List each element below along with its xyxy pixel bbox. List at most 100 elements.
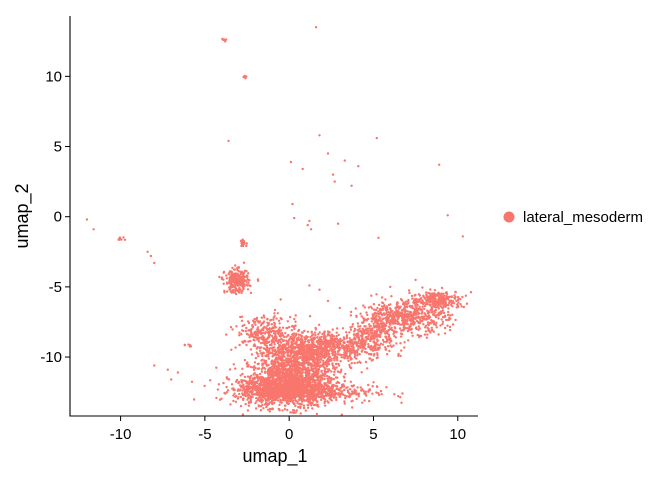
data-point-cluster-3: [288, 360, 291, 363]
data-point-cluster-1: [367, 383, 370, 387]
data-point-cluster-8: [349, 328, 353, 331]
data-point-cluster-4: [267, 335, 270, 338]
data-point-cluster-7: [407, 298, 410, 302]
data-point-cluster-5: [355, 342, 358, 346]
data-point-cluster-1: [380, 393, 383, 396]
data-point-cluster-8: [361, 342, 364, 345]
data-point-cluster-8: [366, 327, 369, 330]
data-point-cluster-2: [256, 379, 260, 382]
data-point-cluster-5: [399, 354, 402, 358]
data-point-cluster-2: [254, 389, 257, 392]
data-point-cluster-0: [317, 405, 320, 408]
data-point-cluster-2: [278, 403, 281, 407]
data-point-cluster-6: [377, 303, 381, 307]
data-point-cluster-2: [261, 392, 264, 395]
data-point-cluster-3: [313, 361, 316, 364]
data-point-cluster-3: [319, 361, 322, 364]
data-point-cluster-3: [286, 369, 289, 372]
data-point-cluster-6: [407, 339, 410, 342]
data-point-cluster-6: [411, 334, 414, 337]
data-point-cluster-8: [353, 330, 356, 333]
data-point-cluster-7: [459, 303, 462, 306]
data-point-cluster-3: [274, 357, 278, 361]
data-point-cluster-6: [382, 312, 386, 315]
data-point-cluster-9: [233, 281, 237, 285]
data-point-cluster-9: [225, 277, 229, 280]
data-point-cluster-5: [348, 355, 352, 358]
data-point-cluster-9: [225, 274, 228, 277]
data-point-cluster-1: [343, 400, 346, 403]
data-point-cluster-4: [230, 348, 233, 351]
data-point-cluster-5: [388, 341, 391, 344]
data-point-cluster-3: [264, 348, 268, 352]
data-point-cluster-7: [414, 304, 417, 307]
data-point-cluster-2: [253, 376, 257, 380]
data-point-cluster-0: [283, 408, 287, 411]
data-point-cluster-8: [371, 318, 374, 321]
data-point-cluster-0: [254, 402, 257, 405]
data-point-cluster-6: [386, 314, 389, 317]
data-point-cluster-1: [368, 399, 371, 403]
data-point-cluster-0: [320, 383, 323, 387]
data-point-cluster-6: [398, 327, 402, 330]
data-point-cluster-7: [425, 296, 428, 299]
data-point-cluster-8: [372, 345, 376, 349]
data-point-cluster-4: [273, 343, 276, 346]
data-point-cluster-5: [357, 348, 360, 351]
data-point-cluster-1: [399, 396, 402, 399]
data-point-cluster-7: [441, 309, 445, 312]
data-point-cluster-1: [333, 394, 337, 397]
data-point-cluster-3: [262, 347, 265, 350]
data-point-cluster-2: [246, 409, 250, 412]
data-point-cluster-6: [443, 326, 447, 330]
data-point-cluster-3: [291, 341, 294, 345]
data-point-cluster-7: [469, 291, 473, 294]
data-point-cluster-6: [441, 320, 445, 323]
data-point-cluster-4: [261, 336, 264, 340]
data-point-cluster-0: [315, 412, 319, 416]
data-point-cluster-2: [268, 389, 271, 392]
data-point-cluster-7: [430, 308, 434, 311]
data-point-cluster-9: [230, 273, 233, 276]
data-point-cluster-7: [452, 302, 456, 305]
data-point-cluster-9: [238, 287, 241, 291]
data-point-cluster-4: [271, 341, 274, 344]
data-point-cluster-0: [244, 402, 247, 406]
data-point-cluster-0: [299, 405, 302, 409]
data-point-cluster-3: [286, 363, 290, 367]
data-point-cluster-9: [229, 290, 232, 293]
data-point-cluster-0: [289, 376, 292, 379]
data-point-cluster-0: [291, 368, 295, 372]
data-point-cluster-4: [275, 317, 278, 320]
data-point-cluster-1: [310, 395, 313, 398]
data-point-cluster-5: [339, 340, 342, 343]
data-point-cluster-2: [281, 383, 284, 386]
data-point-cluster-3: [280, 345, 284, 348]
data-point-cluster-2: [250, 385, 253, 388]
data-point-cluster-8: [363, 329, 366, 332]
data-point-cluster-3: [350, 362, 353, 365]
data-point-cluster-2: [302, 388, 305, 391]
data-point-cluster-2: [272, 396, 276, 399]
data-point-cluster-2: [280, 388, 283, 391]
data-point-cluster-3: [277, 345, 281, 348]
data-point-cluster-6: [355, 314, 358, 317]
data-point-cluster-3: [260, 359, 263, 362]
data-point-cluster-0: [324, 372, 327, 376]
data-point-cluster-9: [237, 278, 240, 281]
data-point-cluster-7: [442, 299, 445, 302]
data-point-cluster-3: [312, 359, 315, 362]
data-point-cluster-0: [278, 367, 281, 371]
data-point-cluster-6: [380, 296, 384, 299]
data-point-cluster-2: [240, 379, 243, 382]
data-point-cluster-6: [408, 304, 411, 308]
data-point-cluster-9: [230, 280, 234, 284]
data-point-cluster-0: [258, 372, 262, 376]
data-point-cluster-0: [328, 368, 331, 372]
data-point-cluster-0: [267, 408, 270, 411]
data-point-cluster-4: [278, 322, 281, 325]
data-point-cluster-5: [357, 339, 361, 342]
data-point-cluster-3: [296, 351, 299, 354]
data-point-cluster-2: [250, 381, 253, 384]
data-point-cluster-8: [368, 323, 371, 326]
